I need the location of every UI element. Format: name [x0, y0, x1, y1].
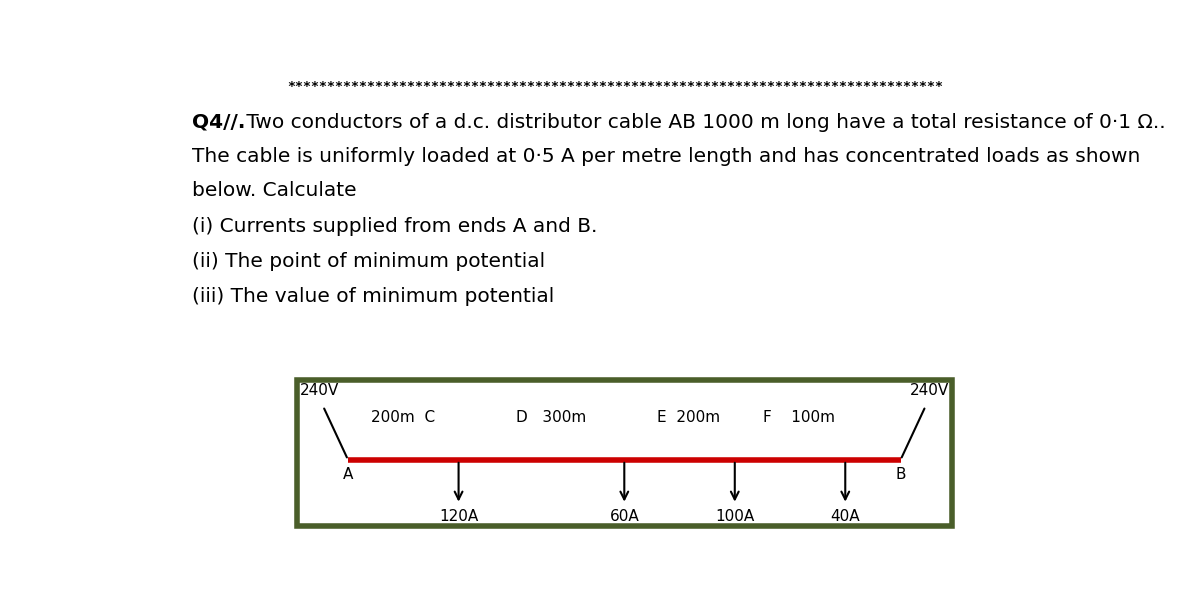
Text: (iii) The value of minimum potential: (iii) The value of minimum potential: [192, 287, 554, 306]
Text: 40A: 40A: [830, 509, 860, 524]
Text: 60A: 60A: [610, 509, 640, 524]
Text: B: B: [895, 467, 906, 482]
Text: ********************************************************************************: ****************************************…: [287, 80, 943, 93]
Text: Q4//.: Q4//.: [192, 113, 245, 132]
FancyBboxPatch shape: [296, 380, 952, 526]
Text: F    100m: F 100m: [763, 410, 835, 425]
Text: 120A: 120A: [439, 509, 478, 524]
Text: below. Calculate: below. Calculate: [192, 181, 356, 200]
Text: E  200m: E 200m: [658, 410, 720, 425]
Text: 100A: 100A: [715, 509, 755, 524]
Text: 200m  C: 200m C: [371, 410, 436, 425]
Text: A: A: [343, 467, 353, 482]
Text: (i) Currents supplied from ends A and B.: (i) Currents supplied from ends A and B.: [192, 217, 598, 236]
Text: (ii) The point of minimum potential: (ii) The point of minimum potential: [192, 252, 545, 271]
Text: D   300m: D 300m: [516, 410, 586, 425]
Text: Two conductors of a d.c. distributor cable AB 1000 m long have a total resistanc: Two conductors of a d.c. distributor cab…: [240, 113, 1166, 132]
Text: 240V: 240V: [300, 382, 338, 398]
Text: The cable is uniformly loaded at 0·5 A per metre length and has concentrated loa: The cable is uniformly loaded at 0·5 A p…: [192, 147, 1140, 166]
Text: 240V: 240V: [910, 382, 949, 398]
